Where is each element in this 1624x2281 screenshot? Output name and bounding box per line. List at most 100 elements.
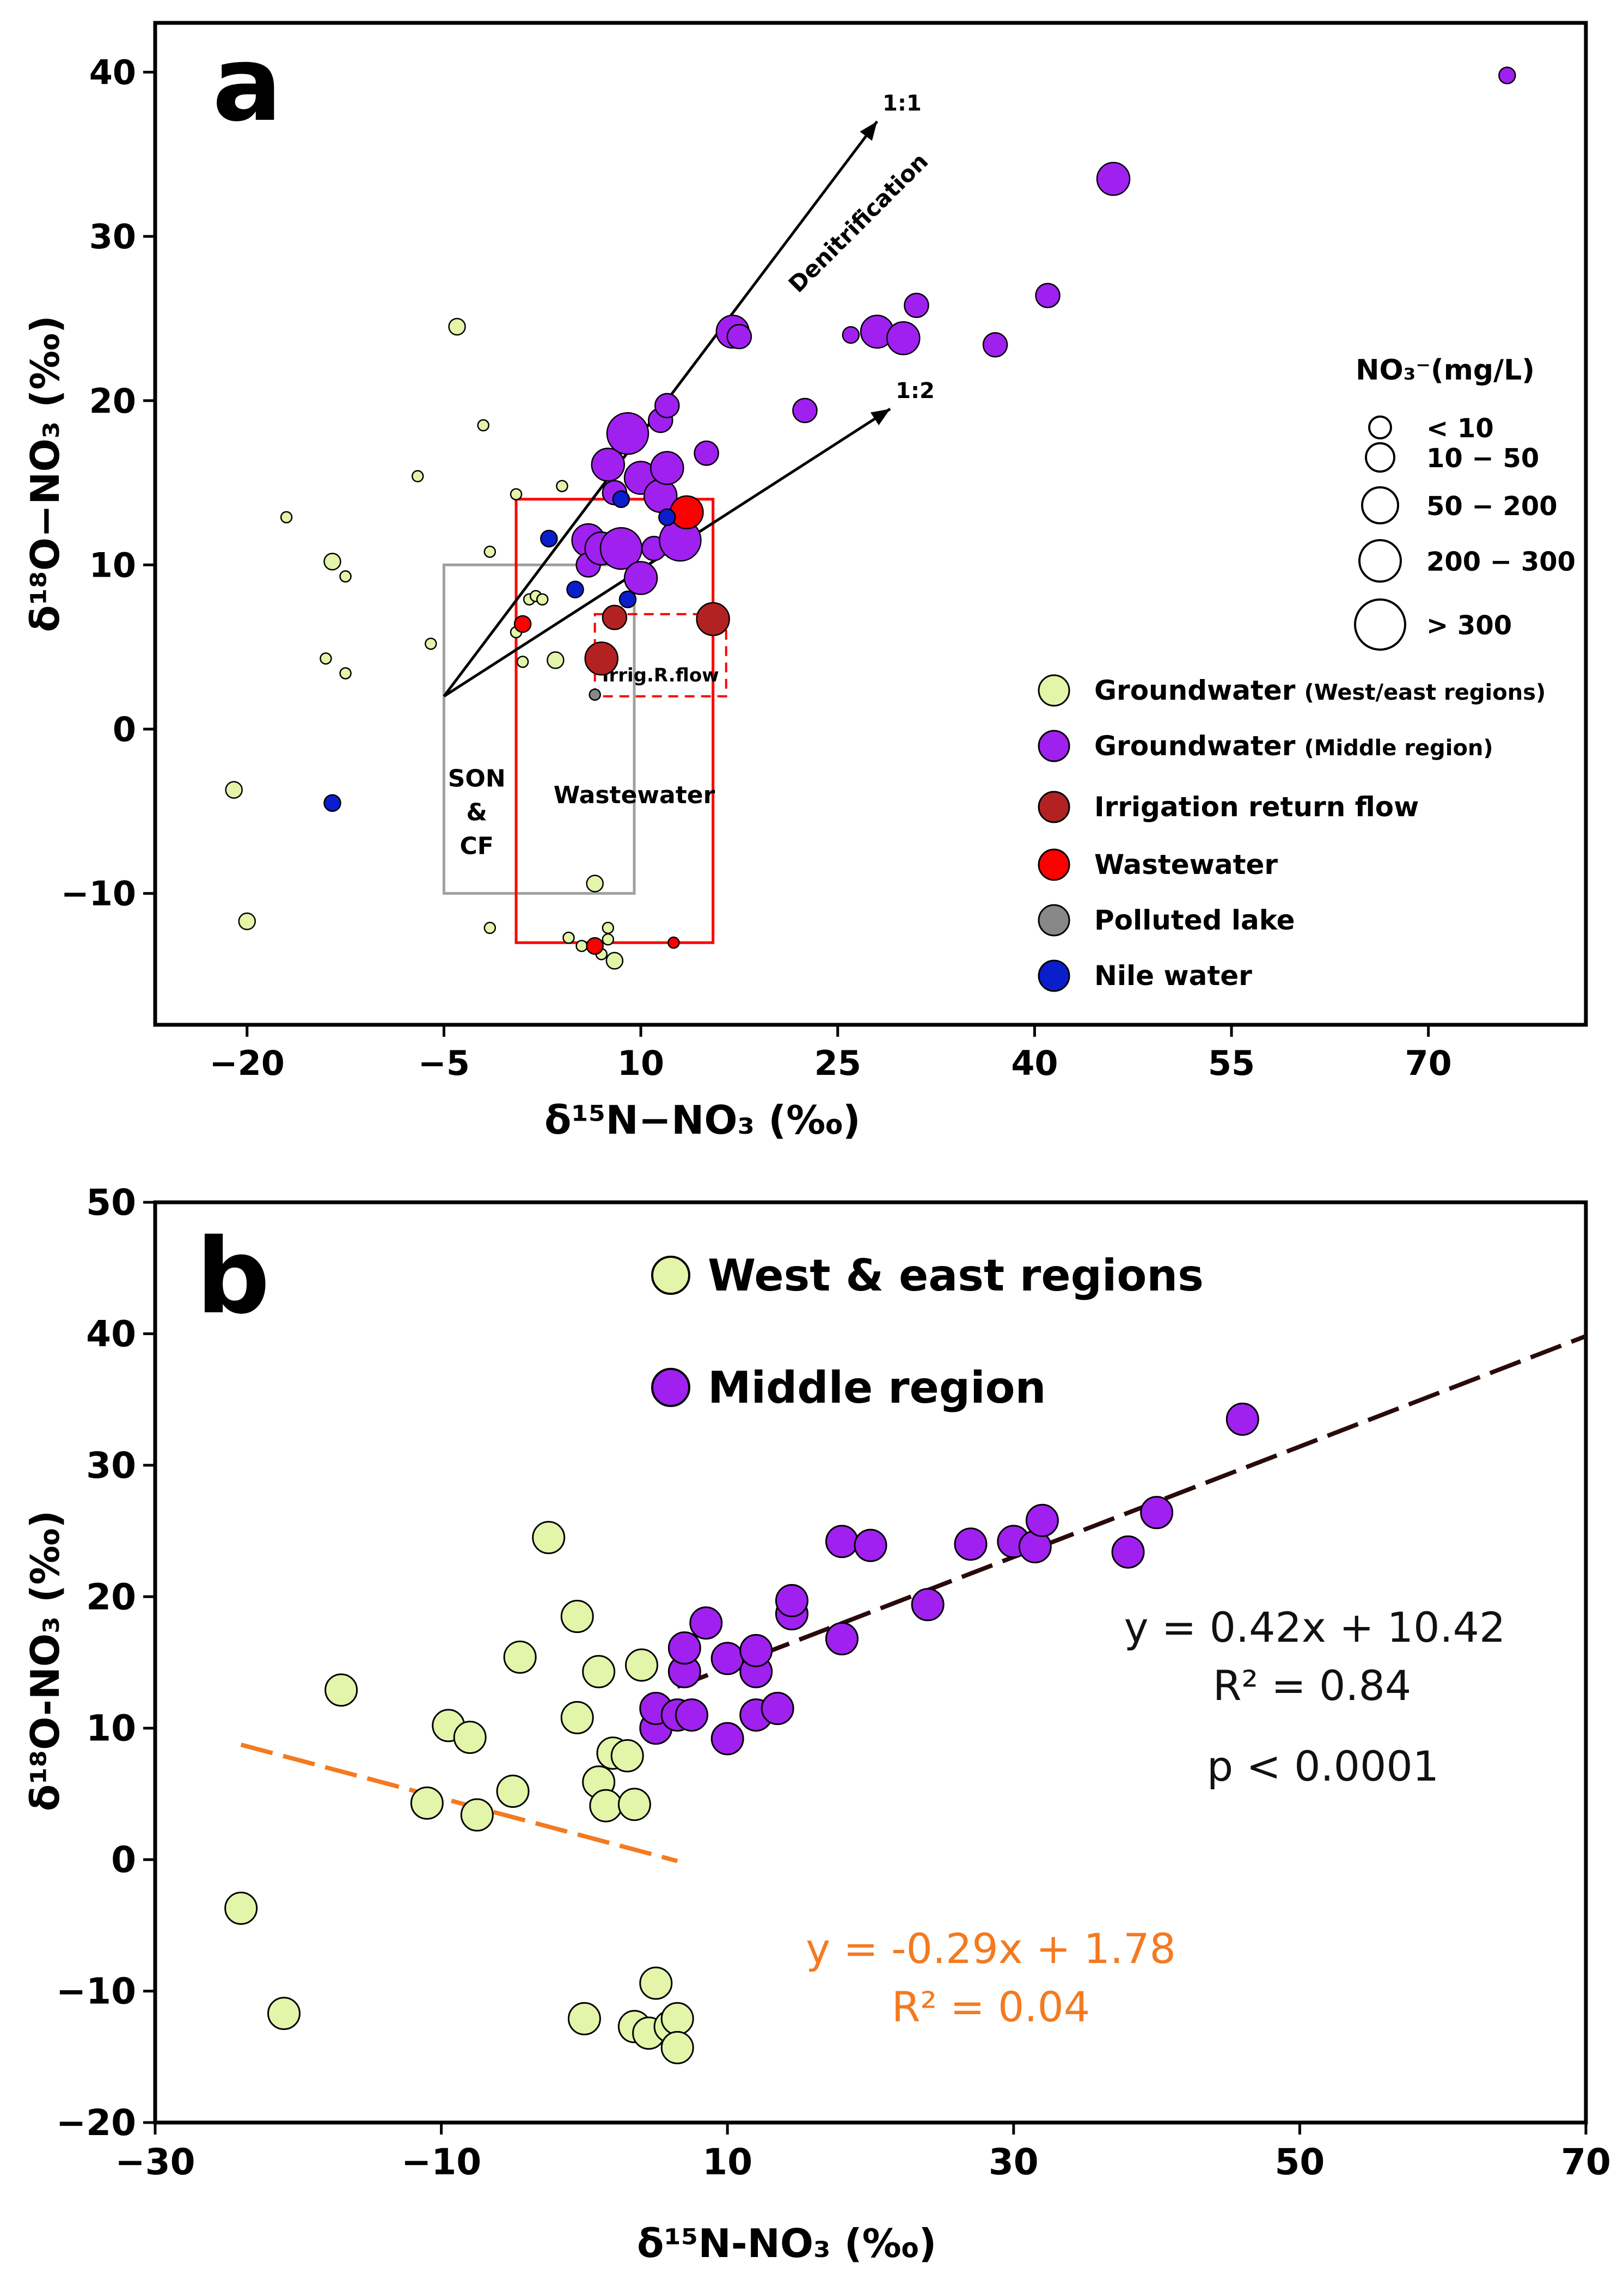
x-tick-label: 25 bbox=[814, 1043, 861, 1083]
y-tick-label: −10 bbox=[56, 1971, 136, 2013]
data-point-groundwater_we bbox=[510, 488, 523, 500]
data-point-groundwater_we bbox=[639, 1966, 673, 2000]
data-point-groundwater_we bbox=[460, 1798, 494, 1832]
y-tick-label: 40 bbox=[89, 52, 136, 92]
data-point-groundwater_mid bbox=[591, 448, 626, 482]
data-point-groundwater_mid bbox=[623, 561, 658, 595]
x-tick-label: −20 bbox=[210, 1043, 285, 1083]
class-legend-label: Groundwater (Middle region) bbox=[1094, 730, 1493, 762]
panel-b-points bbox=[224, 1402, 1259, 2064]
class-legend-label: Irrigation return flow bbox=[1094, 791, 1419, 823]
data-point-nile bbox=[618, 590, 637, 609]
data-point-groundwater_we bbox=[582, 1655, 616, 1689]
data-point-groundwater_we bbox=[610, 1739, 644, 1772]
ratio-arrow-label: 1:1 bbox=[883, 91, 922, 116]
data-point-groundwater_mid bbox=[775, 1584, 808, 1618]
legend-label: West & east regions bbox=[708, 1250, 1204, 1301]
x-tick-label: −30 bbox=[115, 2141, 195, 2183]
data-point-nile bbox=[323, 794, 341, 812]
data-point-groundwater_we bbox=[320, 652, 332, 665]
y-tick-label: 30 bbox=[86, 1445, 136, 1487]
size-legend-label: 200 − 300 bbox=[1426, 547, 1576, 577]
data-point-groundwater_mid bbox=[1025, 1503, 1059, 1537]
data-point-irrigation bbox=[584, 641, 618, 676]
data-point-irrigation bbox=[696, 602, 730, 637]
data-point-groundwater_we bbox=[560, 1701, 594, 1734]
data-point-groundwater_mid bbox=[650, 451, 684, 485]
size-legend-circle bbox=[1361, 486, 1399, 524]
y-tick-label: 0 bbox=[111, 1839, 136, 1881]
class-legend-label: Wastewater bbox=[1094, 849, 1278, 880]
data-point-groundwater_we bbox=[562, 931, 575, 944]
dark-fit-equation: y = 0.42x + 10.42 bbox=[1124, 1603, 1506, 1652]
size-legend-circle bbox=[1354, 598, 1406, 651]
y-tick-label: 20 bbox=[86, 1576, 136, 1618]
data-point-groundwater_mid bbox=[825, 1622, 859, 1656]
data-point-groundwater_we bbox=[324, 1673, 358, 1707]
data-point-groundwater_mid bbox=[606, 412, 649, 455]
data-point-groundwater_we bbox=[602, 933, 615, 946]
data-point-groundwater_we bbox=[560, 1600, 594, 1633]
data-point-groundwater_mid bbox=[694, 441, 719, 466]
size-legend-circle bbox=[1358, 539, 1402, 583]
data-point-groundwater_we bbox=[267, 1997, 301, 2031]
legend-label: Middle region bbox=[708, 1362, 1046, 1413]
data-point-wastewater bbox=[513, 615, 532, 633]
x-tick-label: 70 bbox=[1405, 1043, 1452, 1083]
dark-fit-p-value: p < 0.0001 bbox=[1207, 1742, 1439, 1790]
data-point-groundwater_mid bbox=[1498, 66, 1516, 84]
y-tick-label: 10 bbox=[89, 545, 136, 585]
data-point-groundwater_we bbox=[339, 570, 352, 583]
data-point-groundwater_mid bbox=[761, 1692, 794, 1725]
legend-marker bbox=[651, 1256, 690, 1295]
y-tick-label: 10 bbox=[86, 1708, 136, 1750]
panel-b-fit-lines bbox=[240, 1334, 1587, 1863]
legend-marker bbox=[651, 1368, 690, 1407]
data-point-groundwater_mid bbox=[1035, 283, 1061, 308]
data-point-irrigation bbox=[602, 604, 628, 631]
ratio-arrowhead bbox=[860, 121, 878, 141]
size-legend-label: 10 − 50 bbox=[1426, 443, 1539, 474]
x-tick-label: −10 bbox=[401, 2141, 481, 2183]
x-tick-label: −5 bbox=[418, 1043, 470, 1083]
panel-a-y-axis-label: δ¹⁸O−NO₃ (‰) bbox=[22, 315, 68, 632]
size-legend-circle bbox=[1368, 415, 1392, 439]
data-point-groundwater_we bbox=[339, 667, 352, 680]
data-point-groundwater_mid bbox=[739, 1634, 773, 1667]
dark-fit-r2: R² = 0.84 bbox=[1213, 1661, 1412, 1710]
x-tick-label: 10 bbox=[617, 1043, 664, 1083]
data-point-groundwater_mid bbox=[854, 1528, 887, 1562]
data-point-wastewater bbox=[586, 937, 604, 955]
data-point-groundwater_we bbox=[556, 480, 568, 492]
source-box-label: & bbox=[467, 799, 487, 827]
x-tick-label: 70 bbox=[1561, 2141, 1611, 2183]
data-point-groundwater_mid bbox=[982, 332, 1008, 358]
x-tick-label: 50 bbox=[1274, 2141, 1325, 2183]
y-tick-label: 0 bbox=[113, 710, 136, 749]
panel-b-plot-frame bbox=[153, 1200, 1588, 2125]
panel-a-label: a bbox=[212, 24, 282, 144]
size-legend-circle bbox=[1365, 442, 1395, 473]
data-point-groundwater_mid bbox=[1140, 1496, 1174, 1530]
panel-a-plot-frame bbox=[153, 21, 1588, 1027]
data-point-groundwater_we bbox=[602, 921, 615, 934]
data-point-groundwater_mid bbox=[904, 292, 929, 319]
class-legend-marker bbox=[1038, 848, 1070, 881]
data-point-polluted_lake bbox=[589, 688, 601, 701]
panel-a-x-axis-label: δ¹⁵N−NO₃ (‰) bbox=[544, 1097, 861, 1143]
data-point-groundwater_we bbox=[503, 1640, 537, 1674]
data-point-groundwater_we bbox=[589, 1789, 623, 1823]
data-point-groundwater_mid bbox=[842, 326, 860, 344]
y-tick-label: 20 bbox=[89, 381, 136, 421]
panel-a: a −20 −5 10 25 40 55 70 −10 0 10 20 30 40 SON & CF Wast… bbox=[22, 21, 1588, 1143]
data-point-groundwater_we bbox=[660, 2002, 694, 2035]
panel-b: b −30 −10 10 30 50 70 −20 −10 0 10 20 30 40 50 West &… bbox=[22, 1182, 1611, 2266]
data-point-nile bbox=[612, 490, 630, 509]
orange-fit-r2: R² = 0.04 bbox=[892, 1983, 1090, 2031]
size-legend-label: > 300 bbox=[1426, 610, 1512, 641]
source-box-label: Irrig.R.flow bbox=[602, 665, 719, 687]
source-box-label: SON bbox=[448, 765, 506, 793]
size-legend-title: NO₃⁻(mg/L) bbox=[1356, 354, 1535, 387]
y-tick-label: −10 bbox=[61, 874, 136, 914]
